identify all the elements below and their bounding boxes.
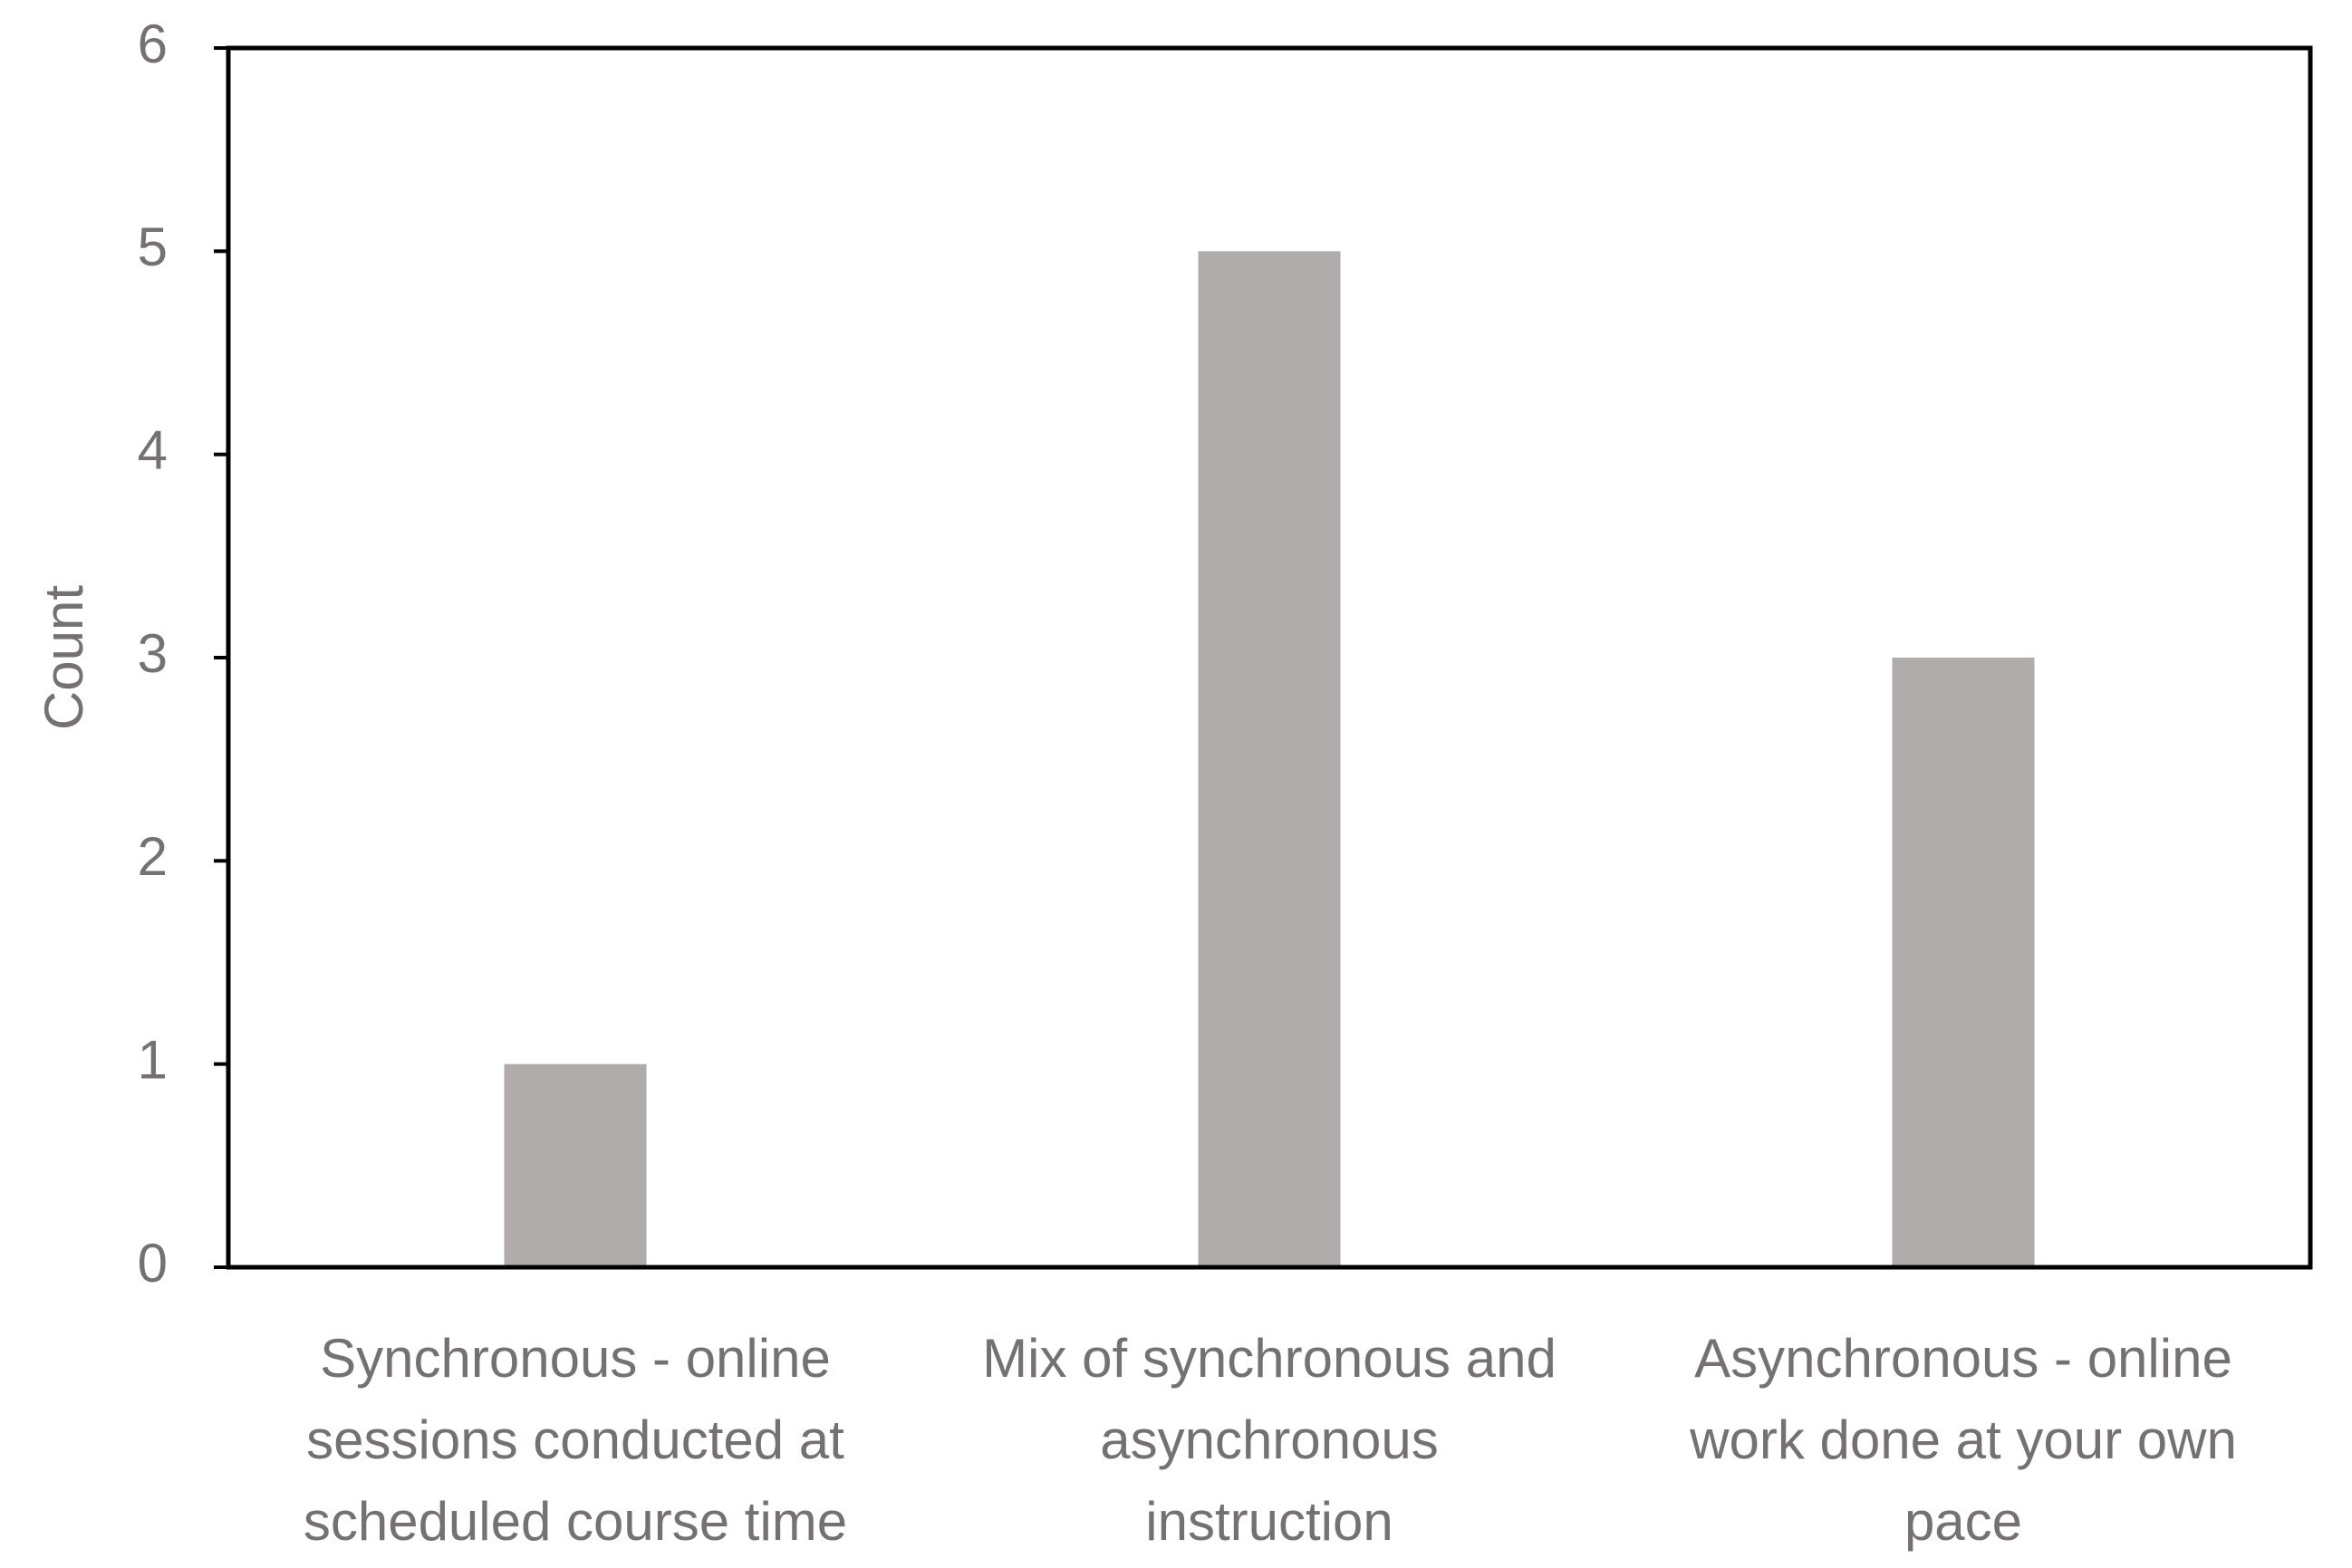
bar <box>504 1063 647 1267</box>
plot-frame <box>226 45 2313 1270</box>
y-tick-label: 2 <box>138 826 168 887</box>
y-tick-label: 1 <box>138 1030 168 1091</box>
y-tick-label: 0 <box>138 1233 168 1294</box>
x-tick-label: Mix of synchronous and asynchronous inst… <box>982 1328 1557 1552</box>
x-tick-label: Synchronous - online sessions conducted … <box>303 1328 848 1552</box>
y-tick-label: 5 <box>138 216 168 277</box>
y-tick-label: 4 <box>138 420 168 481</box>
y-axis-title: Count <box>34 585 94 730</box>
bar <box>1892 658 2035 1267</box>
bar <box>1198 251 1341 1267</box>
y-tick-label: 3 <box>138 623 168 684</box>
y-tick-label: 6 <box>138 14 168 74</box>
x-tick-label: Asynchronous - online work done at your … <box>1690 1328 2237 1552</box>
